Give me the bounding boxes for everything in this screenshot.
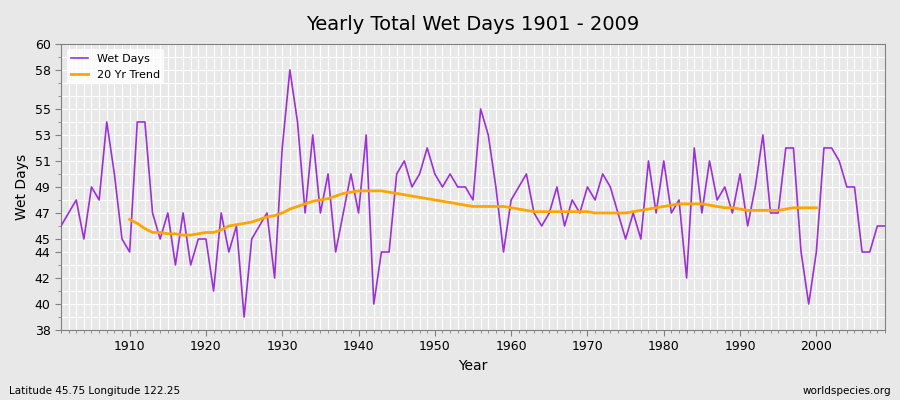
Wet Days [238, 315, 249, 320]
Title: Yearly Total Wet Days 1901 - 2009: Yearly Total Wet Days 1901 - 2009 [306, 15, 640, 34]
Wet Days [284, 68, 295, 72]
Wet Days [117, 236, 128, 241]
Text: worldspecies.org: worldspecies.org [803, 386, 891, 396]
Wet Days [879, 224, 890, 228]
X-axis label: Year: Year [458, 359, 488, 373]
Wet Days [346, 172, 356, 176]
20 Yr Trend [719, 205, 730, 210]
Wet Days [56, 224, 67, 228]
Wet Days [521, 172, 532, 176]
20 Yr Trend [177, 233, 188, 238]
20 Yr Trend [536, 209, 547, 214]
20 Yr Trend [308, 199, 319, 204]
Line: Wet Days: Wet Days [61, 70, 885, 317]
20 Yr Trend [811, 205, 822, 210]
Wet Days [613, 210, 624, 215]
20 Yr Trend [124, 217, 135, 222]
20 Yr Trend [353, 188, 364, 193]
Legend: Wet Days, 20 Yr Trend: Wet Days, 20 Yr Trend [67, 50, 164, 84]
Y-axis label: Wet Days: Wet Days [15, 154, 29, 220]
Text: Latitude 45.75 Longitude 122.25: Latitude 45.75 Longitude 122.25 [9, 386, 180, 396]
20 Yr Trend [804, 205, 814, 210]
20 Yr Trend [216, 228, 227, 232]
Line: 20 Yr Trend: 20 Yr Trend [130, 191, 816, 235]
Wet Days [300, 210, 310, 215]
20 Yr Trend [292, 204, 303, 209]
Wet Days [513, 184, 524, 189]
